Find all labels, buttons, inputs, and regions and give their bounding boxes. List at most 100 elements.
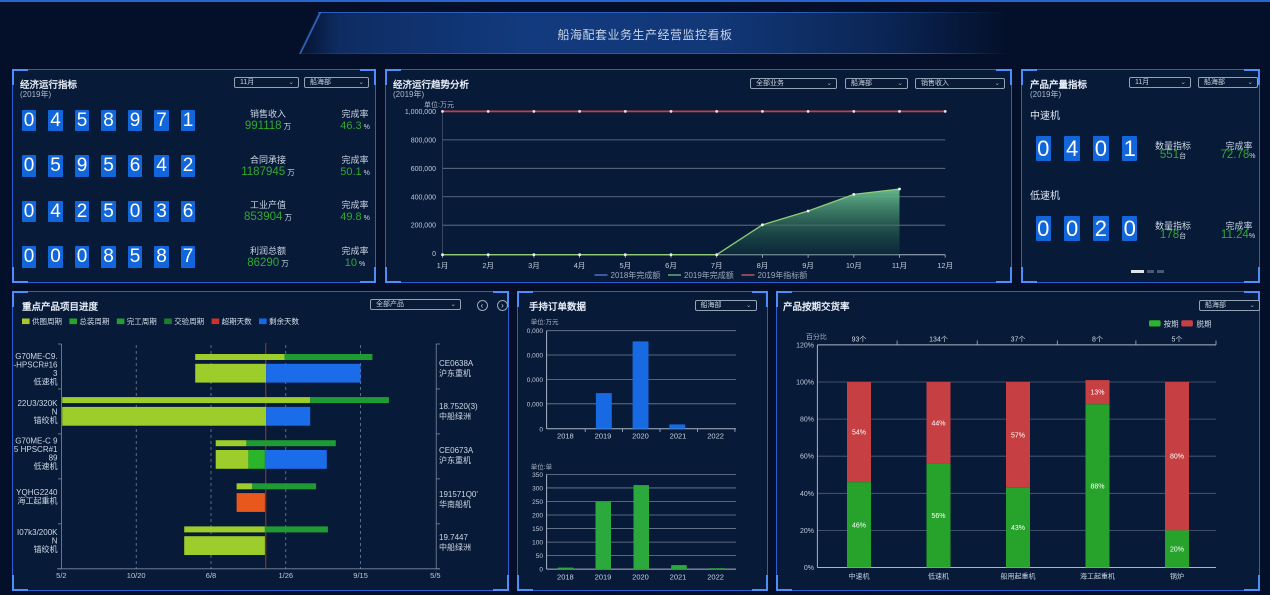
svg-text:2019年完成额: 2019年完成额 <box>684 270 734 280</box>
svg-text:80%: 80% <box>800 417 814 424</box>
svg-text:5个: 5个 <box>1172 336 1183 344</box>
svg-text:54%: 54% <box>852 430 866 437</box>
svg-text:44%: 44% <box>931 420 945 427</box>
svg-text:中船绿洲: 中船绿洲 <box>439 411 471 421</box>
svg-text:按期: 按期 <box>1164 318 1179 328</box>
svg-text:0,000: 0,000 <box>527 377 544 384</box>
svg-text:2018: 2018 <box>557 432 574 441</box>
svg-text:120%: 120% <box>796 342 814 349</box>
svg-text:中船绿洲: 中船绿洲 <box>439 542 471 552</box>
svg-text:交验周期: 交验周期 <box>174 316 204 326</box>
svg-text:总装周期: 总装周期 <box>79 316 109 326</box>
svg-text:中速机: 中速机 <box>849 572 870 581</box>
svg-text:0: 0 <box>539 426 543 433</box>
svg-text:脱期: 脱期 <box>1197 318 1212 328</box>
svg-text:400,000: 400,000 <box>411 194 436 201</box>
svg-text:N: N <box>52 537 58 546</box>
svg-text:CE0673A: CE0673A <box>439 446 474 455</box>
svg-text:4月: 4月 <box>574 261 586 270</box>
svg-text:6月: 6月 <box>665 261 677 270</box>
svg-text:船用起重机: 船用起重机 <box>1001 572 1036 581</box>
svg-text:150: 150 <box>532 526 543 533</box>
svg-text:G70ME-C 9: G70ME-C 9 <box>15 437 58 446</box>
svg-text:锚绞机: 锚绞机 <box>34 415 58 425</box>
svg-text:19.7447: 19.7447 <box>439 533 468 542</box>
svg-text:0%: 0% <box>804 565 814 572</box>
svg-text:20%: 20% <box>800 528 814 535</box>
svg-text:300: 300 <box>532 485 543 492</box>
svg-text:2022: 2022 <box>707 432 724 441</box>
svg-text:CE0638A: CE0638A <box>439 359 474 368</box>
svg-text:单位:单: 单位:单 <box>531 462 553 471</box>
svg-text:2020: 2020 <box>632 573 649 582</box>
svg-text:8月: 8月 <box>757 261 769 270</box>
svg-text:单位:万元: 单位:万元 <box>531 317 559 326</box>
svg-text:0,000: 0,000 <box>527 353 544 360</box>
svg-text:43%: 43% <box>1011 525 1025 532</box>
svg-text:低速机: 低速机 <box>928 572 949 581</box>
svg-text:锅炉: 锅炉 <box>1170 572 1184 581</box>
svg-text:11月: 11月 <box>892 261 907 270</box>
svg-text:22U3/320K: 22U3/320K <box>17 399 58 408</box>
svg-text:2019: 2019 <box>595 573 612 582</box>
svg-text:13%: 13% <box>1090 390 1104 397</box>
svg-text:5/5: 5/5 <box>430 571 440 580</box>
svg-text:9月: 9月 <box>802 261 814 270</box>
svg-text:191571Q0': 191571Q0' <box>439 490 478 499</box>
svg-text:5月: 5月 <box>619 261 631 270</box>
svg-text:完工周期: 完工周期 <box>127 316 157 326</box>
svg-text:50: 50 <box>536 553 544 560</box>
svg-text:2021: 2021 <box>670 432 687 441</box>
svg-text:0: 0 <box>432 251 436 258</box>
svg-text:5 HPSCR#1: 5 HPSCR#1 <box>14 445 58 454</box>
svg-text:800,000: 800,000 <box>411 137 436 144</box>
svg-text:9/15: 9/15 <box>353 571 368 580</box>
svg-text:93个: 93个 <box>852 336 867 344</box>
svg-text:134个: 134个 <box>929 336 948 344</box>
svg-text:剩余天数: 剩余天数 <box>269 316 299 326</box>
svg-text:2020: 2020 <box>632 432 649 441</box>
svg-text:56%: 56% <box>931 513 945 520</box>
svg-text:超期天数: 超期天数 <box>222 316 252 326</box>
svg-text:10/20: 10/20 <box>127 571 146 580</box>
svg-text:2月: 2月 <box>482 261 494 270</box>
svg-text:华南船机: 华南船机 <box>439 499 471 509</box>
svg-text:1/26: 1/26 <box>278 571 293 580</box>
svg-text:0: 0 <box>539 567 543 574</box>
svg-text:低速机: 低速机 <box>34 461 58 471</box>
svg-text:12月: 12月 <box>937 261 953 270</box>
svg-text:89: 89 <box>49 454 58 463</box>
svg-text:2018年完成额: 2018年完成额 <box>611 270 661 280</box>
svg-text:1月: 1月 <box>437 261 449 270</box>
svg-text:2021: 2021 <box>670 573 687 582</box>
svg-text:10月: 10月 <box>846 261 862 270</box>
svg-text:100%: 100% <box>796 380 814 387</box>
svg-text:350: 350 <box>532 472 543 479</box>
svg-text:5/2: 5/2 <box>56 571 66 580</box>
svg-text:8个: 8个 <box>1092 336 1103 344</box>
svg-text:2019: 2019 <box>595 432 612 441</box>
svg-text:20%: 20% <box>1170 546 1184 553</box>
svg-text:I07k3/200K: I07k3/200K <box>17 528 58 537</box>
svg-text:供图周期: 供图周期 <box>32 316 62 326</box>
svg-text:沪东重机: 沪东重机 <box>439 455 471 465</box>
svg-text:18.7520(3): 18.7520(3) <box>439 402 478 411</box>
svg-text:100: 100 <box>532 540 543 547</box>
svg-text:2018: 2018 <box>557 573 574 582</box>
svg-text:YQHG2240: YQHG2240 <box>16 488 58 497</box>
svg-text:-HPSCR#16: -HPSCR#16 <box>13 361 58 370</box>
svg-text:88%: 88% <box>1090 483 1104 490</box>
svg-text:海工起重机: 海工起重机 <box>1080 572 1115 581</box>
svg-text:沪东重机: 沪东重机 <box>439 368 471 378</box>
svg-text:60%: 60% <box>800 454 814 461</box>
svg-text:海工起重机: 海工起重机 <box>18 496 58 506</box>
svg-text:1,000,000: 1,000,000 <box>405 109 436 116</box>
svg-text:锚绞机: 锚绞机 <box>34 544 58 554</box>
svg-text:0,000: 0,000 <box>527 401 544 408</box>
svg-text:46%: 46% <box>852 522 866 529</box>
svg-text:3月: 3月 <box>528 261 540 270</box>
svg-text:2019年指标额: 2019年指标额 <box>758 270 808 280</box>
svg-text:57%: 57% <box>1011 432 1025 439</box>
svg-text:250: 250 <box>532 499 543 506</box>
svg-text:37个: 37个 <box>1011 336 1026 344</box>
